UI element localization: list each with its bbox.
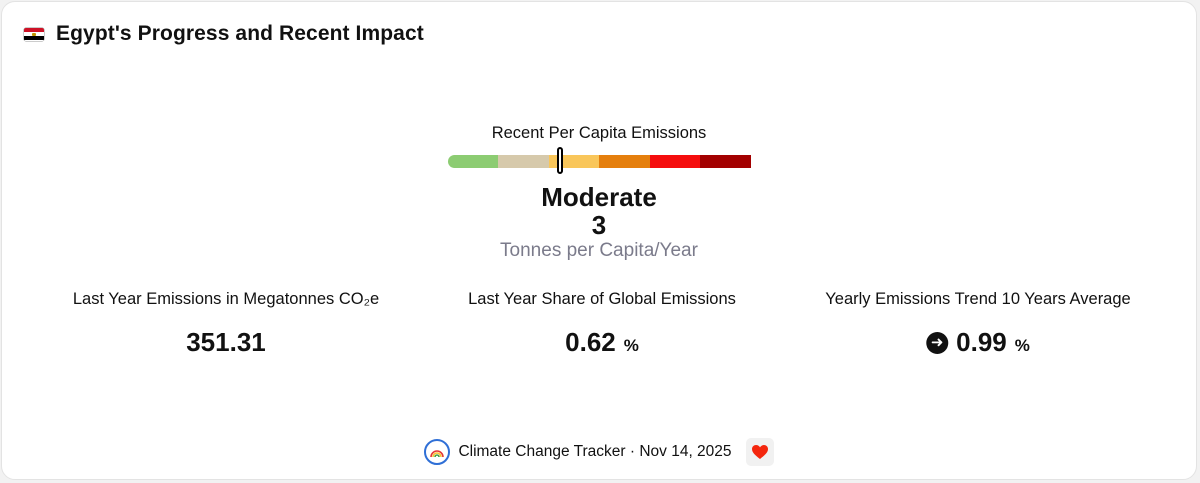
stat-value: ➜ 0.99 % (825, 327, 1130, 358)
card-header: Egypt's Progress and Recent Impact (24, 22, 424, 46)
stat-trend: Yearly Emissions Trend 10 Years Average … (825, 290, 1130, 358)
gauge-segment (447, 155, 498, 168)
gauge-segment (700, 155, 751, 168)
stat-emissions: Last Year Emissions in Megatonnes CO₂e 3… (73, 290, 379, 358)
gauge-segment (498, 155, 549, 168)
stat-number: 0.62 (565, 327, 616, 357)
arrow-right-circle-icon: ➜ (926, 331, 949, 354)
percent-sign: % (623, 336, 639, 355)
stat-global-share: Last Year Share of Global Emissions 0.62… (468, 290, 736, 358)
percent-sign: % (1014, 336, 1030, 355)
stat-value: 0.62 % (468, 327, 736, 358)
per-capita-gauge: Recent Per Capita Emissions Moderate 3 T… (2, 124, 1196, 262)
gauge-unit: Tonnes per Capita/Year (500, 240, 698, 261)
stat-number: 0.99 (956, 327, 1007, 357)
gauge-segment (599, 155, 650, 168)
gauge-marker (556, 147, 563, 174)
rainbow-logo-icon[interactable] (424, 439, 451, 465)
stat-number: 351.31 (186, 327, 266, 357)
stat-label: Last Year Emissions in Megatonnes CO₂e (72, 290, 380, 308)
gauge-value: 3 (591, 210, 607, 240)
gauge-label: Recent Per Capita Emissions (491, 124, 707, 142)
card-title: Egypt's Progress and Recent Impact (56, 22, 424, 45)
gauge-level: Moderate (541, 182, 657, 212)
footer: Climate Change Tracker · Nov 14, 2025 (2, 438, 1196, 466)
egypt-flag-icon (24, 27, 44, 41)
stat-label: Last Year Share of Global Emissions (468, 290, 736, 308)
stat-value: 351.31 (73, 327, 379, 358)
stat-label: Yearly Emissions Trend 10 Years Average (825, 290, 1131, 308)
like-button[interactable] (745, 438, 774, 466)
footer-text[interactable]: Climate Change Tracker · Nov 14, 2025 (458, 443, 732, 460)
heart-icon (751, 445, 768, 459)
gauge-segment (649, 155, 700, 168)
gauge-bar (447, 147, 751, 174)
